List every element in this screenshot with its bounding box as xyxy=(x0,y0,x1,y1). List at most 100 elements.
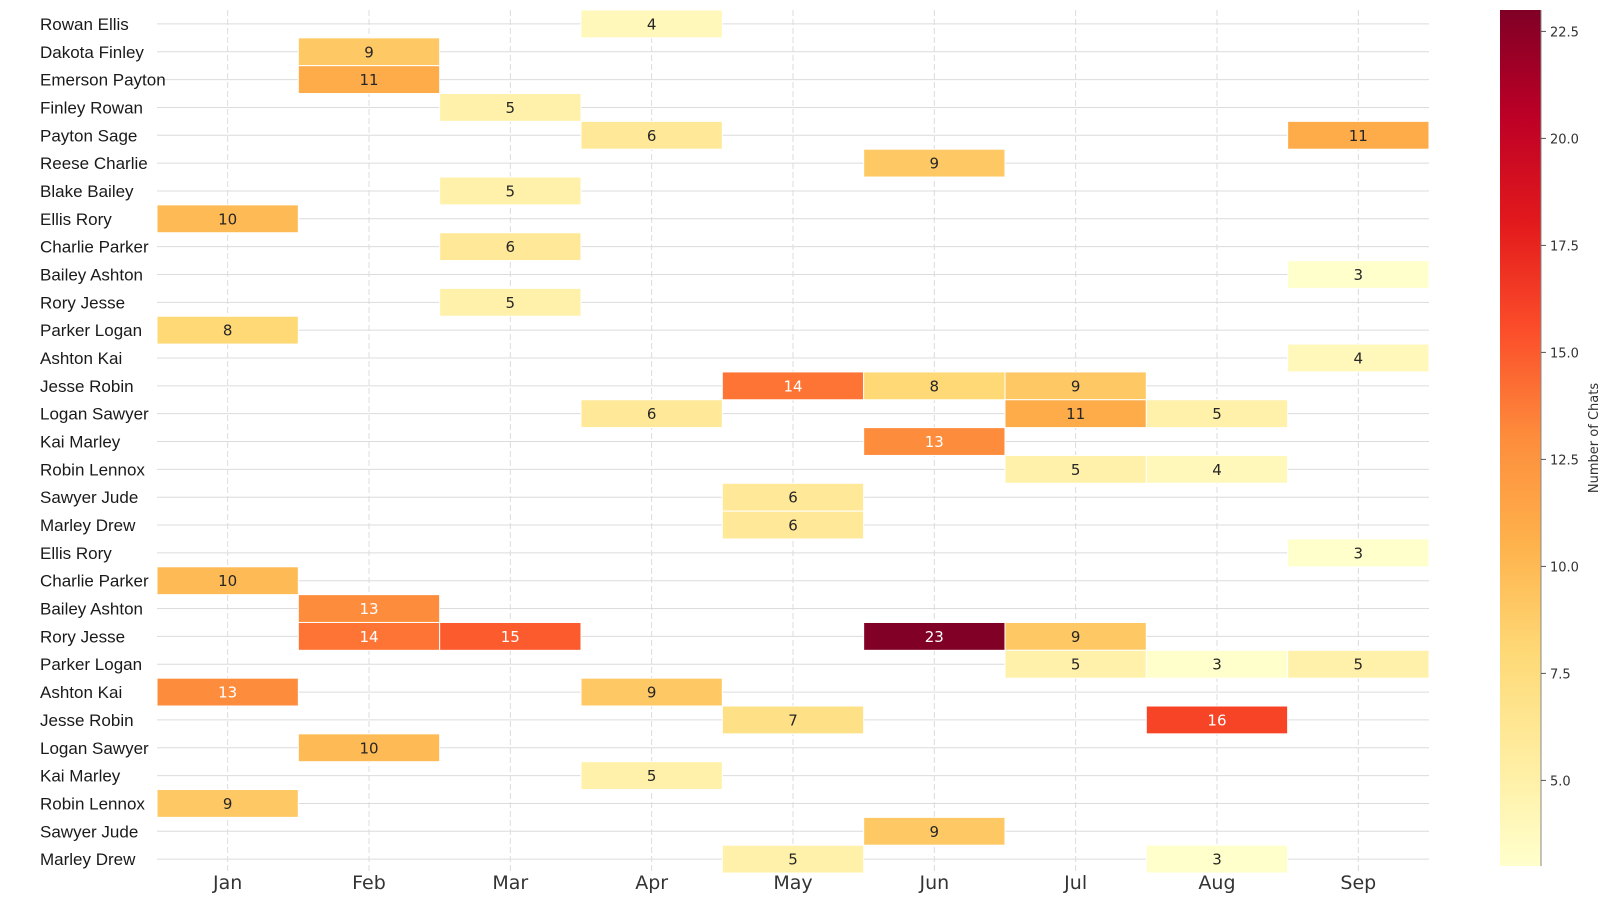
y-tick-label: Payton Sage xyxy=(40,126,137,145)
cell-value-label: 4 xyxy=(647,15,657,33)
cell-value-label: 9 xyxy=(930,823,940,841)
cell-value-label: 9 xyxy=(364,43,374,61)
cell-value-label: 11 xyxy=(1349,127,1368,145)
heatmap-cell xyxy=(439,287,582,317)
cell-value-label: 5 xyxy=(506,294,516,312)
colorbar-tick-label: 17.5 xyxy=(1550,239,1579,254)
cell-value-label: 11 xyxy=(1066,405,1085,423)
cell-value-label: 13 xyxy=(359,600,378,618)
heatmap-cell xyxy=(156,204,299,234)
heatmap-cell xyxy=(1004,621,1147,651)
cell-value-label: 3 xyxy=(1212,656,1222,674)
heatmap-cell xyxy=(1287,260,1430,289)
cell-value-label: 11 xyxy=(359,71,378,89)
cell-value-label: 6 xyxy=(647,127,657,145)
cell-value-label: 8 xyxy=(223,322,233,340)
y-tick-label: Jesse Robin xyxy=(40,711,134,730)
heatmap-cell xyxy=(721,844,865,874)
cell-value-label: 10 xyxy=(218,572,237,590)
heatmap-cell xyxy=(1145,705,1289,735)
x-tick-label: Feb xyxy=(352,872,386,894)
cell-value-label: 5 xyxy=(506,182,516,200)
heatmap-cell xyxy=(1287,343,1430,373)
y-tick-label: Robin Lennox xyxy=(40,794,145,813)
heatmap-cell xyxy=(297,733,441,763)
x-tick-label: Aug xyxy=(1198,872,1235,894)
heatmap-cell xyxy=(1145,649,1289,679)
x-tick-label: Jul xyxy=(1063,872,1087,894)
heatmap-cell xyxy=(863,621,1006,651)
cell-value-label: 10 xyxy=(218,210,237,228)
y-tick-label: Rory Jesse xyxy=(40,293,125,312)
colorbar-tick-label: 15.0 xyxy=(1550,346,1579,361)
cell-value-label: 5 xyxy=(506,99,516,117)
heatmap-cell xyxy=(580,9,723,39)
cell-value-label: 4 xyxy=(1212,461,1222,479)
colorbar-tick-label: 12.5 xyxy=(1550,453,1579,468)
heatmap-cell xyxy=(721,482,865,512)
cell-value-label: 9 xyxy=(930,155,940,173)
x-tick-label: Mar xyxy=(492,872,528,894)
y-tick-label: Ellis Rory xyxy=(40,544,112,563)
cell-value-label: 3 xyxy=(1354,544,1364,562)
x-tick-label: Jan xyxy=(212,872,242,894)
colorbar-tick-label: 5.0 xyxy=(1550,774,1571,789)
x-tick-label: Jun xyxy=(918,872,949,894)
heatmap-cell xyxy=(1287,649,1430,679)
cell-value-label: 13 xyxy=(925,433,944,451)
heatmap-cell xyxy=(721,705,865,735)
y-tick-label: Marley Drew xyxy=(40,850,136,869)
colorbar-tick-label: 7.5 xyxy=(1550,667,1571,682)
cell-value-label: 7 xyxy=(788,711,798,729)
heatmap-cell xyxy=(580,761,723,791)
colorbar-gradient xyxy=(1500,10,1541,866)
heatmap-cell xyxy=(1004,649,1147,679)
heatmap-cell xyxy=(721,510,865,540)
cell-value-label: 5 xyxy=(647,767,657,785)
y-tick-label: Logan Sawyer xyxy=(40,739,149,758)
heatmap-cell xyxy=(297,37,441,67)
y-tick-label: Blake Bailey xyxy=(40,182,134,201)
y-tick-label: Parker Logan xyxy=(40,655,142,674)
cell-value-label: 6 xyxy=(647,405,657,423)
cell-value-label: 6 xyxy=(506,238,516,256)
x-tick-label: Apr xyxy=(635,872,668,894)
y-tick-label: Sawyer Jude xyxy=(40,822,138,841)
colorbar-tick-label: 22.5 xyxy=(1550,25,1579,40)
y-tick-label: Bailey Ashton xyxy=(40,265,143,284)
heatmap-cell xyxy=(297,65,441,95)
y-tick-label: Kai Marley xyxy=(40,767,121,786)
heatmap-cell xyxy=(297,594,441,623)
cell-value-label: 9 xyxy=(1071,628,1081,646)
colorbar: 5.0 7.5 10.0 12.5 15.0 17.5 20.0 22.5 Number of … xyxy=(1500,10,1602,866)
y-tick-label: Reese Charlie xyxy=(40,154,148,173)
cell-value-label: 9 xyxy=(223,795,233,813)
y-tick-label: Emerson Payton xyxy=(40,71,166,90)
cell-value-label: 3 xyxy=(1212,851,1222,869)
heatmap-cell xyxy=(1145,454,1289,484)
heatmap-cell xyxy=(580,120,723,150)
cell-value-label: 9 xyxy=(647,684,657,702)
y-tick-label: Robin Lennox xyxy=(40,460,145,479)
colorbar-title: Number of Chats xyxy=(1587,383,1602,493)
y-tick-label: Jesse Robin xyxy=(40,377,134,396)
cell-value-label: 13 xyxy=(218,684,237,702)
heatmap-cell xyxy=(580,399,723,429)
y-tick-label: Charlie Parker xyxy=(40,572,149,591)
y-tick-label: Charlie Parker xyxy=(40,238,149,257)
cell-value-label: 3 xyxy=(1354,266,1364,284)
cell-value-label: 5 xyxy=(1212,405,1222,423)
heatmap-cell xyxy=(439,232,582,262)
heatmap-cell xyxy=(439,621,582,651)
y-tick-label: Kai Marley xyxy=(40,433,121,452)
heatmap-cell xyxy=(721,371,865,401)
heatmap-cell xyxy=(439,176,582,206)
cell-value-label: 6 xyxy=(788,489,798,507)
cell-value-label: 5 xyxy=(788,851,798,869)
x-tick-label: May xyxy=(773,872,812,894)
heatmap-cell xyxy=(156,315,299,345)
colorbar-tick-label: 20.0 xyxy=(1550,132,1579,147)
colorbar-tick-label: 10.0 xyxy=(1550,560,1579,575)
cell-value-label: 6 xyxy=(788,517,798,535)
